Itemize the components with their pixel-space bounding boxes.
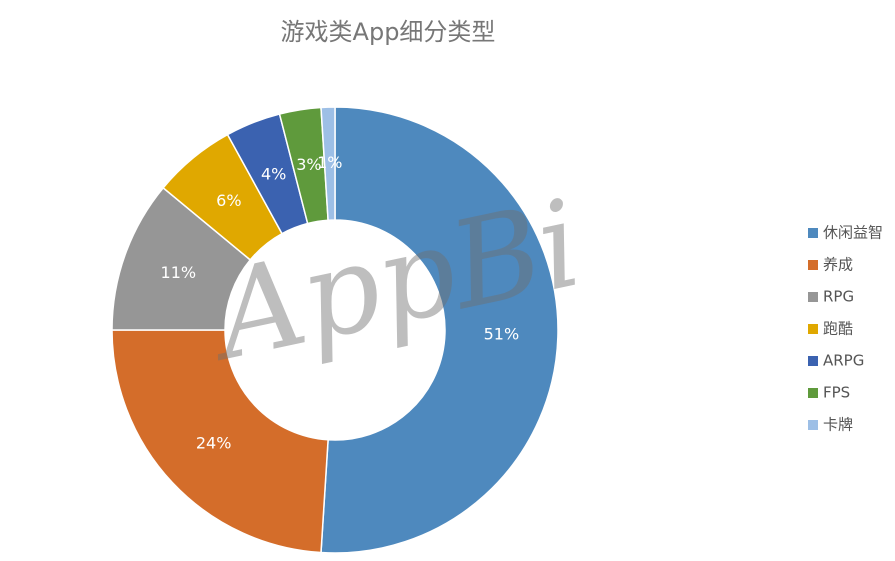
legend-label: 卡牌 — [823, 416, 853, 434]
data-label: 3% — [296, 155, 321, 174]
data-label: 11% — [161, 263, 197, 282]
data-label: 51% — [484, 325, 520, 344]
legend-swatch — [808, 228, 818, 238]
legend-swatch — [808, 388, 818, 398]
data-label: 6% — [216, 191, 241, 210]
legend-label: 跑酷 — [823, 320, 853, 338]
legend-label: ARPG — [823, 352, 864, 370]
donut-slice — [320, 106, 559, 554]
donut-slice — [111, 329, 329, 554]
legend-swatch — [808, 356, 818, 366]
donut-slice — [320, 106, 336, 222]
legend-label: FPS — [823, 384, 850, 402]
data-label: 4% — [261, 165, 286, 184]
legend-swatch — [808, 260, 818, 270]
data-label: 24% — [196, 433, 232, 452]
legend-label: 休闲益智 — [823, 224, 883, 242]
legend-label: RPG — [823, 288, 854, 306]
legend-swatch — [808, 292, 818, 302]
chart-title: 游戏类App细分类型 — [281, 18, 496, 46]
data-label: 1% — [317, 153, 342, 172]
legend-swatch — [808, 420, 818, 430]
legend-label: 养成 — [823, 256, 853, 274]
legend-swatch — [808, 324, 818, 334]
